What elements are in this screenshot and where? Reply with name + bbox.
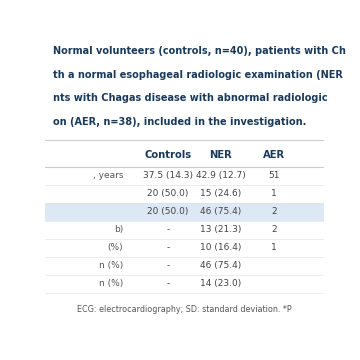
Text: 2: 2 [271,207,276,216]
Text: ECG: electrocardiography; SD: standard deviation. *P: ECG: electrocardiography; SD: standard d… [77,305,292,314]
Text: , years: , years [93,171,123,180]
Text: NER: NER [210,150,232,161]
Text: 46 (75.4): 46 (75.4) [200,207,242,216]
Text: 2: 2 [271,225,276,234]
Text: th a normal esophageal radiologic examination (NER: th a normal esophageal radiologic examin… [53,69,343,80]
Text: 15 (24.6): 15 (24.6) [200,189,242,198]
Text: 51: 51 [268,171,279,180]
Text: 37.5 (14.3): 37.5 (14.3) [143,171,193,180]
Bar [45,203,324,221]
Text: -: - [166,243,170,252]
Text: nts with Chagas disease with abnormal radiologic: nts with Chagas disease with abnormal ra… [53,93,328,103]
Text: 46 (75.4): 46 (75.4) [200,261,242,270]
Text: -: - [166,225,170,234]
Text: Normal volunteers (controls, n=40), patients with Ch: Normal volunteers (controls, n=40), pati… [53,46,346,56]
Text: 1: 1 [271,189,276,198]
Text: Controls: Controls [144,150,191,161]
Text: 20 (50.0): 20 (50.0) [147,207,188,216]
Text: AER: AER [263,150,285,161]
Text: b): b) [114,225,123,234]
Text: n (%): n (%) [99,279,123,288]
Text: on (AER, n=38), included in the investigation.: on (AER, n=38), included in the investig… [53,117,307,127]
Text: n (%): n (%) [99,261,123,270]
Text: 20 (50.0): 20 (50.0) [147,189,188,198]
Text: 10 (16.4): 10 (16.4) [200,243,242,252]
Text: 1: 1 [271,243,276,252]
Text: 42.9 (12.7): 42.9 (12.7) [196,171,246,180]
Text: 14 (23.0): 14 (23.0) [200,279,242,288]
Text: -: - [166,279,170,288]
Text: 13 (21.3): 13 (21.3) [200,225,242,234]
Text: (%): (%) [108,243,123,252]
Text: -: - [166,261,170,270]
